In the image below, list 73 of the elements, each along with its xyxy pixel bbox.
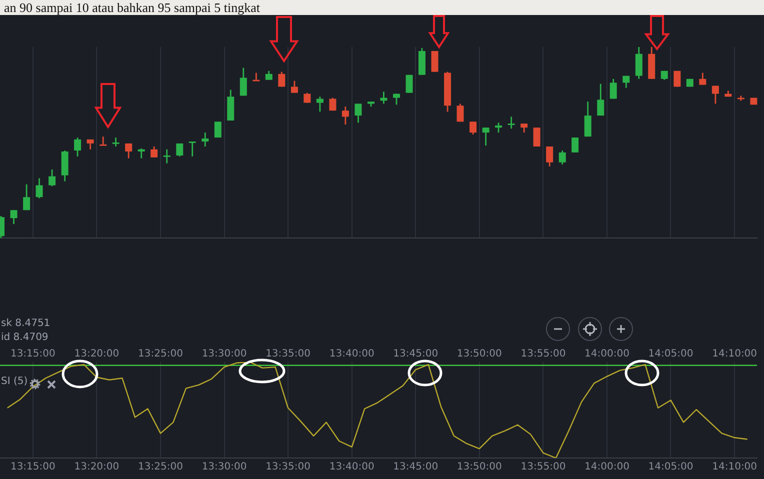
candlestick: [100, 136, 107, 146]
candlestick: [290, 80, 298, 94]
candlestick: [329, 97, 336, 112]
x-tick-label: 13:40:00: [329, 462, 374, 473]
candlestick: [48, 168, 56, 187]
candlestick: [23, 184, 30, 211]
x-tick-label: 14:00:00: [584, 348, 630, 360]
candlestick: [150, 146, 158, 158]
candlestick: [533, 126, 540, 148]
text: an 90 sampai 10 atau bahkan 95 sampai 5 tingkat: [0, 0, 764, 15]
candlestick: [188, 140, 196, 158]
candlestick: [712, 85, 719, 104]
x-tick-label: 14:00:00: [584, 462, 630, 473]
candlestick: [418, 47, 426, 76]
candlestick: [61, 150, 68, 182]
x-tick-label: 13:40:00: [329, 348, 374, 360]
candlestick: [482, 126, 490, 146]
x-tick-label: 13:35:00: [266, 348, 310, 360]
x-tick-label: 13:15:00: [10, 462, 56, 473]
candlestick: [470, 120, 477, 136]
candlestick: [508, 116, 515, 130]
candlestick: [240, 67, 247, 96]
candlestick: [495, 122, 502, 134]
candlestick: [316, 96, 324, 112]
candlestick: [584, 100, 592, 138]
candlestick: [138, 148, 145, 160]
annotation: SI (5): [1, 376, 30, 388]
candlestick: [699, 72, 706, 86]
x-tick-label: 13:35:00: [266, 462, 310, 473]
candlestick: [227, 89, 234, 122]
candlestick: [342, 106, 349, 126]
candlestick: [202, 132, 209, 148]
candlestick: [74, 136, 82, 158]
candlestick: [572, 136, 579, 154]
x-tick-label: 13:55:00: [520, 462, 566, 473]
x-tick-label: 13:50:00: [456, 462, 502, 473]
candlestick: [597, 83, 604, 116]
candlestick: [622, 75, 630, 89]
x-tick-label: 13:55:00: [520, 348, 566, 360]
candlestick: [252, 72, 260, 82]
x-tick-label: 14:05:00: [648, 462, 694, 473]
x-tick-label: 13:20:00: [74, 462, 120, 473]
x-tick-label: 13:20:00: [74, 348, 120, 360]
candlestick: [546, 146, 554, 168]
candlestick: [558, 150, 566, 166]
candlestick: [431, 50, 438, 73]
candlestick: [304, 92, 311, 104]
x-tick-label: 13:45:00: [393, 348, 438, 360]
candlestick: [176, 142, 184, 158]
x-tick-label: 13:30:00: [202, 348, 247, 360]
x-tick-label: 13:25:00: [138, 462, 183, 473]
x-tick-label: 13:25:00: [138, 348, 183, 360]
candlestick: [10, 209, 18, 225]
candlestick: [112, 136, 120, 148]
candlestick: [163, 148, 170, 164]
x-tick-label: 13:30:00: [202, 462, 247, 473]
candlestick: [36, 178, 43, 199]
candlestick: [214, 120, 222, 138]
candlestick: [406, 74, 413, 94]
x-tick-label: 14:05:00: [648, 348, 694, 360]
candlestick: [125, 142, 132, 160]
candlestick: [610, 78, 617, 100]
text: sk 8.4751: [1, 318, 52, 330]
text: id 8.4709: [1, 332, 50, 344]
x-tick-label: 14:10:00: [712, 348, 758, 360]
x-tick-label: 13:15:00: [10, 348, 56, 360]
candlestick: [456, 103, 464, 122]
x-tick-label: 13:50:00: [456, 348, 502, 360]
x-tick-label: 14:10:00: [712, 462, 758, 473]
x-tick-label: 13:45:00: [393, 462, 438, 473]
candlestick: [278, 71, 286, 88]
candlestick: [354, 103, 362, 124]
candlestick: [635, 46, 642, 80]
